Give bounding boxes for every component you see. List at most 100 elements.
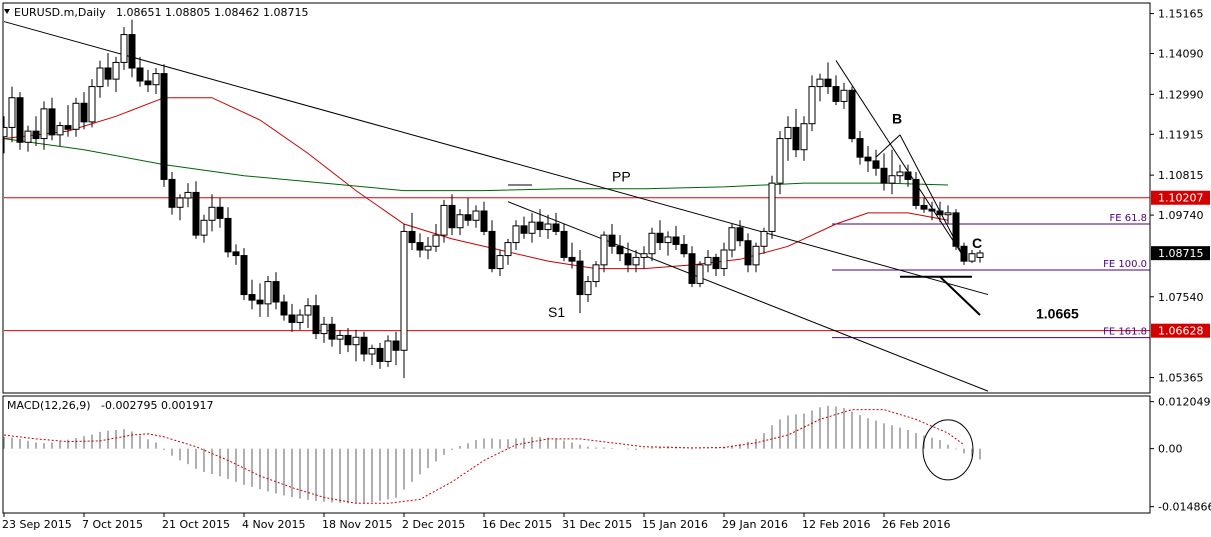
- candle: [784, 116, 792, 161]
- price-axis-label: 1.14090: [1158, 48, 1204, 61]
- macd-label: MACD(12,26,9): [7, 399, 91, 412]
- candle: [552, 212, 560, 236]
- fib-level-label: FE 161.8: [1103, 327, 1147, 338]
- candle: [504, 238, 512, 265]
- candle: [520, 216, 528, 239]
- candle-body-bear: [232, 251, 240, 257]
- candle: [880, 153, 888, 191]
- candle-body-bull: [472, 210, 480, 221]
- candle-body-bull: [432, 234, 440, 247]
- date-axis-label: 21 Oct 2015: [162, 518, 230, 531]
- candle: [968, 250, 976, 263]
- candle-body-bull: [496, 255, 504, 270]
- candle: [160, 64, 168, 187]
- candle-body-bear: [168, 178, 176, 208]
- candle-body-bull: [888, 175, 896, 184]
- candle-body-bear: [248, 294, 256, 301]
- candle: [664, 231, 672, 256]
- candle: [120, 27, 128, 70]
- candle-body-bear: [920, 204, 928, 210]
- candle-body-bear: [288, 314, 296, 323]
- chart-annotation: S1: [548, 304, 565, 320]
- candle: [680, 235, 688, 258]
- candle-body-bull: [896, 171, 904, 177]
- candle-body-bear: [560, 230, 568, 258]
- candle: [208, 194, 216, 232]
- candle: [752, 242, 760, 273]
- candle: [392, 331, 400, 366]
- candle-body-bull: [176, 197, 184, 208]
- candle: [496, 250, 504, 276]
- price-axis-label: 1.12990: [1158, 88, 1204, 101]
- candle-body-bull: [632, 256, 640, 266]
- candle-body-bull: [768, 182, 776, 232]
- candle: [928, 201, 936, 221]
- candle: [616, 235, 624, 262]
- candle-body-bull: [640, 253, 648, 258]
- candle-body-bull: [456, 214, 464, 229]
- candle-body-bull: [944, 212, 952, 216]
- candle: [728, 224, 736, 258]
- candle: [256, 283, 264, 317]
- candle-body-bull: [648, 232, 656, 255]
- price-axis-label: 1.11915: [1158, 128, 1204, 141]
- candle-body-bull: [112, 61, 120, 80]
- candle: [640, 246, 648, 269]
- current-price-label: 1.08715: [1158, 247, 1204, 260]
- candle: [240, 248, 248, 301]
- candle-body-bull: [760, 230, 768, 247]
- candle-body-bear: [904, 171, 912, 180]
- candle-body-bull: [384, 340, 392, 362]
- candle-body-bear: [488, 230, 496, 270]
- macd-panel: [3, 405, 981, 504]
- candle: [704, 250, 712, 273]
- candle: [168, 172, 176, 215]
- candle: [920, 198, 928, 213]
- date-axis-label: 23 Sep 2015: [2, 518, 72, 531]
- candle: [488, 220, 496, 273]
- candle: [400, 224, 408, 379]
- candle-body-bear: [312, 305, 320, 335]
- candle-body-bull: [592, 264, 600, 283]
- candle: [360, 331, 368, 362]
- candle-body-bear: [224, 217, 232, 253]
- candle: [320, 316, 328, 343]
- candle: [480, 201, 488, 236]
- candle-body-bull: [840, 89, 848, 102]
- candle: [936, 201, 944, 223]
- candle: [912, 172, 920, 210]
- candle-body-bull: [696, 264, 704, 284]
- candle: [672, 225, 680, 250]
- candle-body-bear: [240, 255, 248, 296]
- candle-body-bear: [712, 256, 720, 270]
- trendline: [3, 21, 989, 296]
- candle-body-bull: [600, 234, 608, 266]
- candle: [200, 214, 208, 243]
- candle-body-bear: [880, 167, 888, 184]
- candle: [792, 108, 800, 158]
- candle: [88, 79, 96, 128]
- target-pointer: [939, 276, 981, 316]
- price-axis-label: 1.10815: [1158, 169, 1204, 182]
- candle-body-bear: [688, 253, 696, 284]
- candle: [944, 205, 952, 224]
- candle-body-bear: [256, 299, 264, 305]
- candle-body-bull: [208, 206, 216, 221]
- chart-ohlc-label: 1.08651 1.08805 1.08462 1.08715: [116, 6, 308, 19]
- date-axis-label: 12 Feb 2016: [802, 518, 870, 531]
- candle-body-bear: [856, 138, 864, 158]
- candle-body-bear: [872, 160, 880, 169]
- candle: [72, 97, 80, 137]
- price-tag: [1151, 190, 1210, 205]
- candle-body-bear: [568, 256, 576, 262]
- candle-body-bear: [608, 234, 616, 247]
- candle: [608, 224, 616, 254]
- candle-body-bear: [552, 223, 560, 232]
- candle-body-bull: [544, 223, 552, 231]
- candle-body-bull: [200, 219, 208, 236]
- candle-body-bear: [848, 89, 856, 140]
- candle: [976, 250, 984, 263]
- date-axis-label: 31 Dec 2015: [562, 518, 632, 531]
- candle-body-bear: [16, 97, 24, 143]
- candle: [56, 121, 64, 146]
